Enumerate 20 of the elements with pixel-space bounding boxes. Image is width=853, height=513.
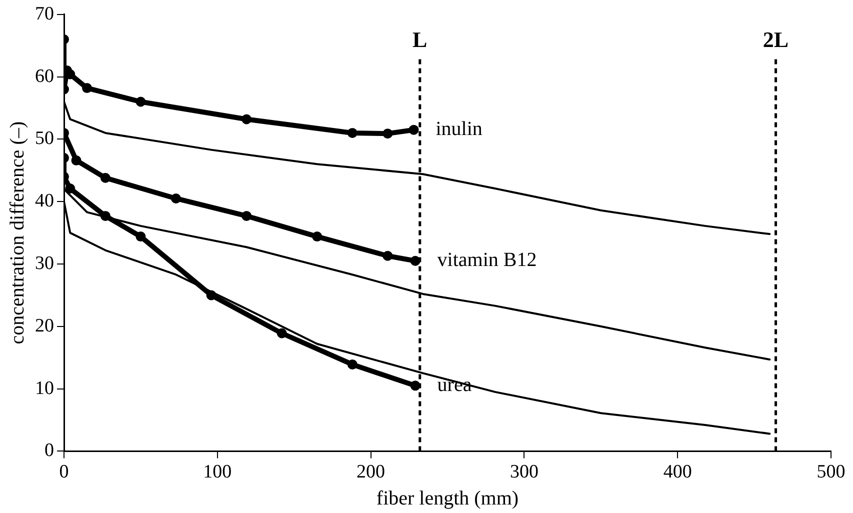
y-tick-label: 40 — [35, 190, 54, 212]
ref-line-label: L — [412, 27, 428, 52]
x-tick-label: 400 — [663, 462, 692, 483]
y-tick-label: 20 — [35, 315, 54, 336]
y-tick-label: 10 — [35, 378, 54, 399]
y-tick-label: 60 — [35, 66, 54, 87]
x-tick-label: 0 — [59, 462, 69, 483]
series-label: vitamin B12 — [437, 249, 537, 272]
x-tick-label: 300 — [510, 462, 538, 483]
y-tick-label: 70 — [35, 3, 54, 24]
series-label: inulin — [436, 118, 482, 140]
y-tick-label: 0 — [44, 440, 54, 462]
x-tick-label: 100 — [203, 462, 232, 483]
x-tick-label: 500 — [816, 462, 846, 483]
x-tick-label: 200 — [356, 462, 386, 483]
ref-line-label: 2L — [762, 27, 789, 52]
y-tick-label: 30 — [35, 252, 54, 274]
y-axis-title: concentration difference (–) — [6, 121, 28, 344]
x-axis-title: fiber length (mm) — [376, 487, 519, 510]
y-tick-label: 50 — [35, 128, 54, 150]
